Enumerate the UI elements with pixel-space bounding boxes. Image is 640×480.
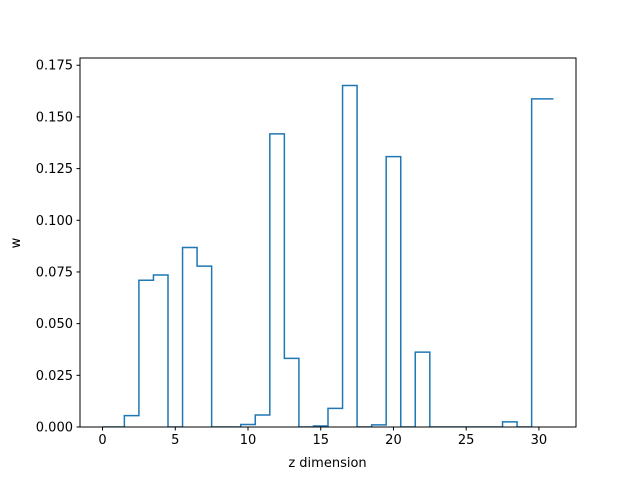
- y-tick-label: 0.175: [36, 59, 73, 74]
- plot-area: [102, 84, 554, 427]
- x-tick-label: 30: [531, 433, 548, 448]
- x-tick-label: 0: [98, 433, 106, 448]
- x-tick-label: 10: [240, 433, 257, 448]
- x-tick-label: 20: [385, 433, 402, 448]
- x-tick-label: 25: [458, 433, 475, 448]
- y-tick-label: 0.075: [36, 265, 73, 280]
- series-line: [102, 84, 554, 427]
- axes: 0 5 10 15 20 25 30 0.000 0.025 0.050 0.075 0.100 0.1…: [36, 57, 577, 448]
- y-tick-label: 0.125: [36, 162, 73, 177]
- axes-frame: [79, 57, 577, 428]
- y-tick-label: 0.150: [36, 110, 73, 125]
- y-tick-label: 0.025: [36, 369, 73, 384]
- y-tick-label: 0.050: [36, 317, 73, 332]
- y-tick-label: 0.000: [36, 421, 73, 436]
- x-axis-label: z dimension: [288, 456, 366, 471]
- x-tick-label: 15: [312, 433, 329, 448]
- y-tick-label: 0.100: [36, 214, 73, 229]
- x-tick-label: 5: [171, 433, 179, 448]
- y-axis-label: w: [9, 237, 24, 248]
